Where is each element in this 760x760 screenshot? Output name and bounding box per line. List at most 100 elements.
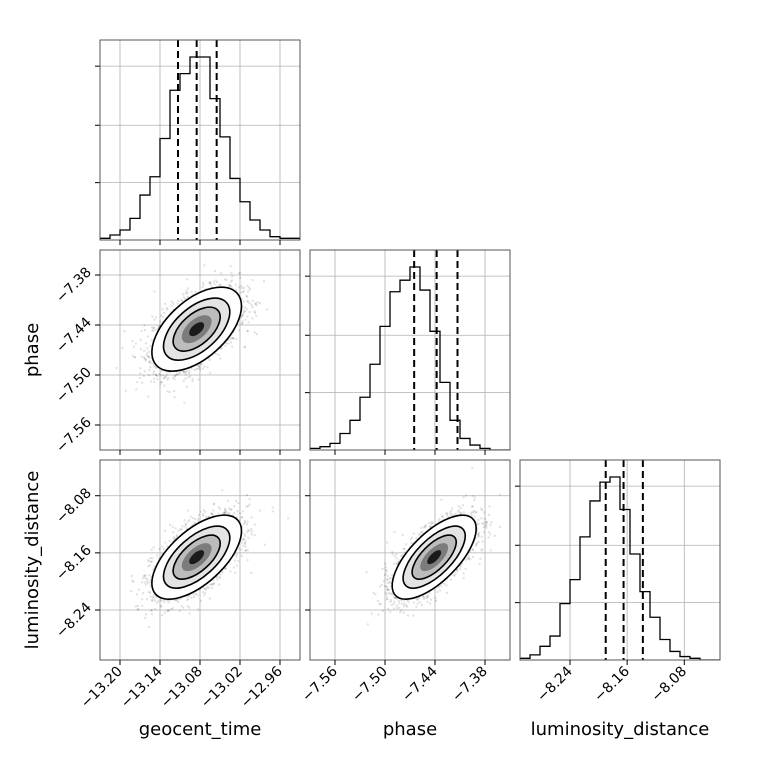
sample-point bbox=[243, 310, 246, 313]
sample-point bbox=[144, 613, 147, 616]
sample-point bbox=[246, 285, 249, 288]
sample-point bbox=[209, 583, 212, 586]
sample-point bbox=[200, 362, 203, 365]
sample-point bbox=[247, 321, 250, 324]
sample-point bbox=[247, 505, 250, 508]
sample-point bbox=[242, 522, 245, 525]
sample-point bbox=[219, 347, 222, 350]
sample-point bbox=[174, 538, 177, 541]
sample-point bbox=[224, 567, 227, 570]
sample-point bbox=[234, 283, 237, 286]
sample-point bbox=[191, 379, 194, 382]
sample-point bbox=[208, 597, 211, 600]
sample-point bbox=[145, 354, 148, 357]
sample-point bbox=[212, 509, 215, 512]
sample-point bbox=[186, 605, 189, 608]
sample-point bbox=[254, 303, 257, 306]
sample-point bbox=[251, 317, 254, 320]
sample-point bbox=[219, 283, 222, 286]
sample-point bbox=[168, 371, 171, 374]
panel-phase-phase bbox=[305, 249, 511, 455]
sample-point bbox=[254, 311, 257, 314]
sample-point bbox=[245, 549, 248, 552]
sample-point bbox=[272, 510, 275, 513]
sample-point bbox=[155, 373, 158, 376]
sample-point bbox=[187, 376, 190, 379]
sample-point bbox=[287, 517, 290, 520]
sample-point bbox=[170, 300, 173, 303]
sample-point bbox=[185, 523, 188, 526]
sample-point bbox=[246, 330, 249, 333]
sample-point bbox=[199, 363, 202, 366]
sample-point bbox=[136, 593, 139, 596]
sample-point bbox=[224, 344, 227, 347]
sample-point bbox=[197, 367, 200, 370]
sample-point bbox=[250, 528, 253, 531]
sample-point bbox=[198, 365, 201, 368]
sample-point bbox=[136, 604, 139, 607]
sample-point bbox=[155, 328, 158, 331]
sample-point bbox=[228, 512, 231, 515]
sample-point bbox=[244, 540, 247, 543]
sample-point bbox=[159, 383, 162, 386]
sample-point bbox=[246, 315, 249, 318]
sample-point bbox=[183, 371, 186, 374]
sample-point bbox=[229, 341, 232, 344]
sample-point bbox=[255, 304, 258, 307]
sample-point bbox=[204, 588, 207, 591]
sample-point bbox=[142, 356, 145, 359]
sample-point bbox=[250, 533, 253, 536]
sample-point bbox=[152, 329, 155, 332]
sample-point bbox=[155, 366, 158, 369]
sample-point bbox=[250, 516, 253, 519]
sample-point bbox=[238, 547, 241, 550]
sample-point bbox=[188, 612, 191, 615]
sample-point bbox=[148, 360, 151, 363]
sample-point bbox=[142, 575, 145, 578]
sample-point bbox=[197, 608, 200, 611]
sample-point bbox=[149, 584, 152, 587]
sample-point bbox=[246, 549, 249, 552]
sample-point bbox=[202, 509, 205, 512]
sample-point bbox=[167, 609, 170, 612]
sample-point bbox=[238, 329, 241, 332]
sample-point bbox=[226, 339, 229, 342]
sample-point bbox=[147, 590, 150, 593]
sample-point bbox=[155, 601, 158, 604]
sample-point bbox=[148, 369, 151, 372]
sample-point bbox=[152, 377, 155, 380]
sample-point bbox=[171, 525, 174, 528]
sample-point bbox=[159, 598, 162, 601]
sample-point bbox=[140, 329, 143, 332]
sample-point bbox=[238, 519, 241, 522]
sample-point bbox=[233, 554, 236, 557]
sample-point bbox=[153, 565, 156, 568]
sample-point bbox=[169, 311, 172, 314]
sample-point bbox=[138, 377, 141, 380]
sample-point bbox=[179, 371, 182, 374]
sample-point bbox=[248, 302, 251, 305]
sample-point bbox=[246, 531, 249, 534]
sample-point bbox=[148, 574, 151, 577]
sample-point bbox=[163, 601, 166, 604]
sample-point bbox=[158, 326, 161, 329]
sample-point bbox=[160, 381, 163, 384]
sample-point bbox=[208, 515, 211, 518]
sample-point bbox=[191, 523, 194, 526]
sample-point bbox=[253, 534, 256, 537]
sample-point bbox=[191, 517, 194, 520]
sample-point bbox=[207, 587, 210, 590]
sample-point bbox=[255, 314, 258, 317]
sample-point bbox=[181, 525, 184, 528]
sample-point bbox=[256, 333, 259, 336]
sample-point bbox=[233, 512, 236, 515]
sample-point bbox=[184, 525, 187, 528]
sample-point bbox=[211, 583, 214, 586]
sample-point bbox=[155, 316, 158, 319]
sample-point bbox=[175, 598, 178, 601]
sample-point bbox=[158, 324, 161, 327]
sample-point bbox=[228, 284, 231, 287]
sample-point bbox=[173, 396, 176, 399]
sample-point bbox=[153, 290, 156, 293]
sample-point bbox=[240, 548, 243, 551]
